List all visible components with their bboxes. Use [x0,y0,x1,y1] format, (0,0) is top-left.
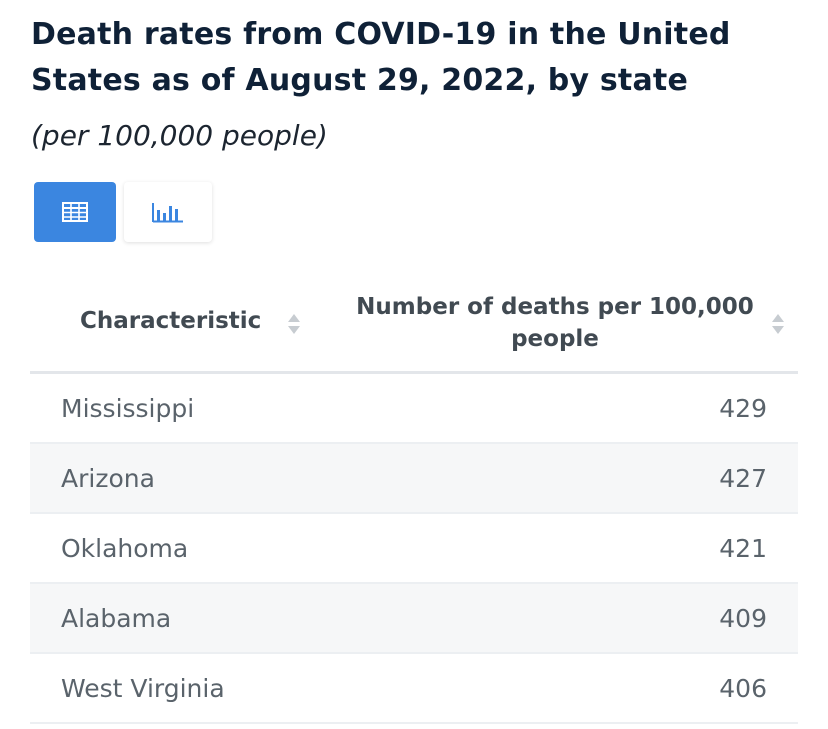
chart-subtitle: (per 100,000 people) [31,119,328,152]
bar-chart-icon [152,203,183,223]
table-row: Alabama 409 [30,584,798,654]
state-name: Mississippi [61,394,195,423]
column-header-characteristic[interactable]: Characteristic [80,308,262,334]
data-table: Characteristic Number of deaths per 100,… [30,270,798,724]
state-name: West Virginia [61,674,225,703]
sort-icon[interactable] [771,312,785,336]
death-rate-value: 427 [719,464,767,493]
chart-view-button[interactable] [124,182,212,242]
view-toggle [34,182,212,242]
death-rate-value: 429 [719,394,767,423]
chart-title: Death rates from COVID-19 in the United … [31,17,731,98]
table-row: Arizona 427 [30,444,798,514]
table-grid-icon [62,202,88,222]
state-name: Alabama [61,604,172,633]
table-header: Characteristic Number of deaths per 100,… [30,270,798,374]
state-name: Arizona [61,464,155,493]
sort-icon[interactable] [287,312,301,336]
death-rate-value: 421 [719,534,767,563]
table-view-button[interactable] [34,182,116,242]
table-row: Oklahoma 421 [30,514,798,584]
column-header-deaths[interactable]: Number of deaths per 100,000 people [356,294,754,352]
table-body: Mississippi 429 Arizona 427 Oklahoma 421… [30,374,798,724]
state-name: Oklahoma [61,534,189,563]
table-row: West Virginia 406 [30,654,798,724]
death-rate-value: 406 [719,674,767,703]
death-rate-value: 409 [719,604,767,633]
table-row: Mississippi 429 [30,374,798,444]
